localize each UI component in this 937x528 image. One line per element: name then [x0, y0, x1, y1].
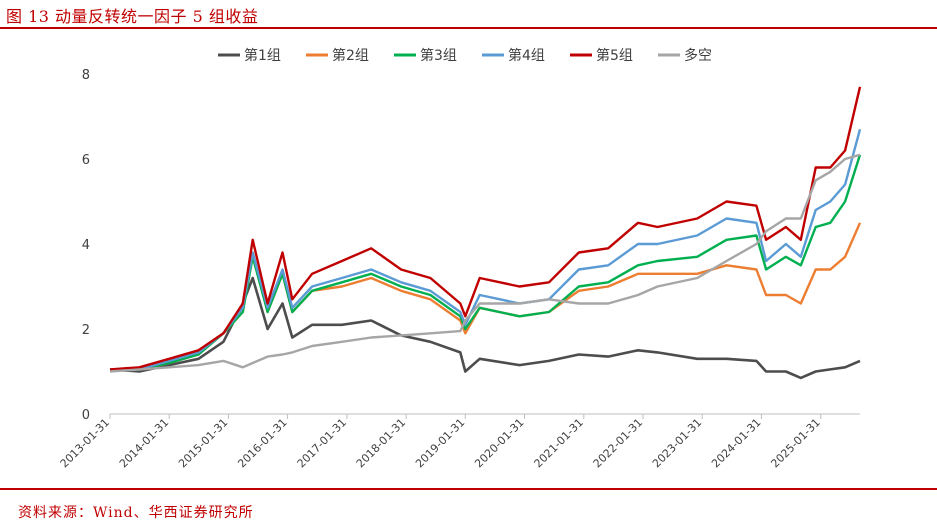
- chart-legend: 第1组 第2组 第3组 第4组 第5组 多空: [218, 47, 712, 64]
- chart-axes: 0 2 4 6 8 2013-01-31 2014-01-31 2015-01-31 2016-…: [58, 68, 860, 470]
- y-tick-label: 2: [82, 323, 90, 338]
- line-chart: 第1组 第2组 第3组 第4组 第5组 多空 0 2 4 6 8 2013-01-31 2014-01…: [58, 47, 862, 470]
- y-tick-label: 4: [82, 238, 90, 253]
- x-tick-label: 2017-01-31: [295, 416, 349, 470]
- chart-series: [109, 86, 862, 380]
- x-tick-label: 2025-01-31: [768, 416, 822, 470]
- legend-label: 多空: [684, 47, 712, 64]
- legend-label: 第5组: [596, 47, 633, 64]
- x-tick-label: 2014-01-31: [117, 416, 171, 470]
- x-tick-label: 2022-01-31: [591, 416, 645, 470]
- source-note: 资料来源：Wind、华西证券研究所: [18, 505, 254, 521]
- x-tick-label: 2021-01-31: [532, 416, 586, 470]
- x-tick-label: 2023-01-31: [650, 416, 704, 470]
- series-line-6: [109, 153, 861, 373]
- series-line-4: [110, 128, 862, 371]
- x-tick-label: 2020-01-31: [472, 416, 526, 470]
- x-tick-label: 2019-01-31: [413, 416, 467, 470]
- x-tick-label: 2016-01-31: [235, 416, 289, 470]
- legend-label: 第3组: [420, 47, 457, 64]
- y-tick-label: 0: [82, 408, 90, 423]
- series-line-1: [109, 276, 861, 380]
- legend-label: 第4组: [508, 47, 545, 64]
- title-rule: [0, 27, 937, 29]
- y-tick-label: 6: [82, 153, 90, 168]
- legend-label: 第1组: [244, 47, 281, 64]
- figure-title: 图 13 动量反转统一因子 5 组收益: [6, 7, 259, 26]
- x-tick-label: 2015-01-31: [176, 416, 230, 470]
- series-line-5: [109, 86, 862, 371]
- y-tick-label: 8: [82, 68, 90, 83]
- footer-rule: [0, 488, 937, 490]
- legend-label: 第2组: [332, 47, 369, 64]
- x-tick-label: 2024-01-31: [709, 416, 763, 470]
- series-line-3: [110, 154, 862, 371]
- x-tick-label: 2018-01-31: [354, 416, 408, 470]
- x-tick-label: 2013-01-31: [58, 416, 112, 470]
